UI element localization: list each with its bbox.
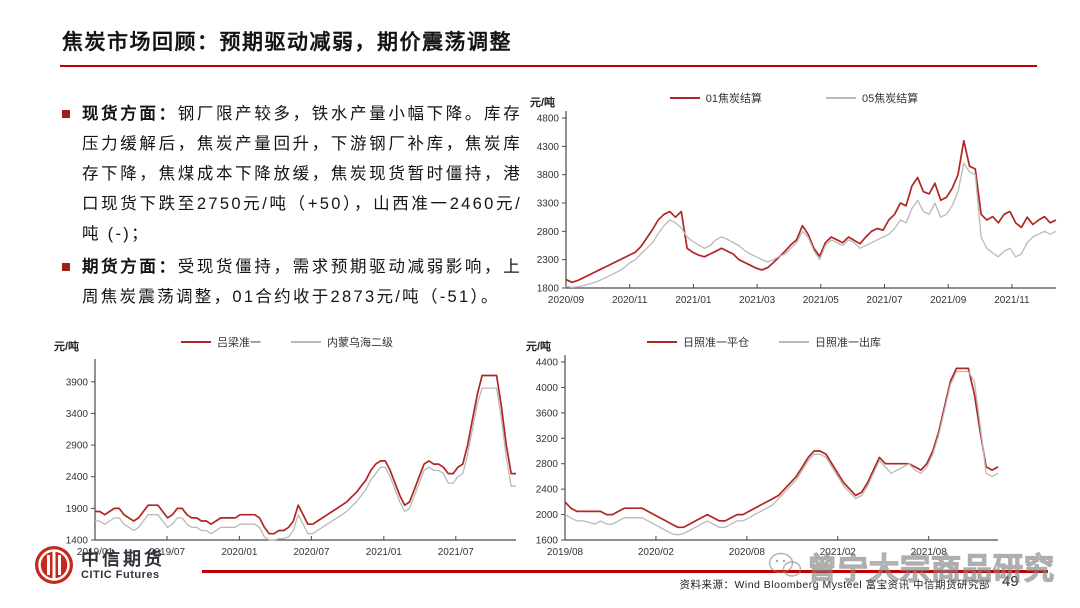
svg-text:2300: 2300 [537,255,560,266]
legend-item: 05焦炭结算 [826,90,918,106]
legend-label: 日照准一平仓 [683,337,749,349]
svg-text:2021/02: 2021/02 [820,547,857,558]
svg-text:3200: 3200 [536,434,559,445]
y-axis-unit-label: 元/吨 [526,341,552,353]
bullet-square-icon [62,110,70,118]
svg-text:3600: 3600 [536,408,559,419]
legend-line-red [647,341,677,343]
svg-text:2019/07: 2019/07 [149,547,186,558]
svg-text:2800: 2800 [536,459,559,470]
svg-text:2020/08: 2020/08 [729,547,766,558]
logo-text-en: CITIC Futures [81,569,160,581]
svg-text:1600: 1600 [536,536,559,547]
y-axis-unit-label: 元/吨 [54,341,80,353]
bullet-lead: 期货方面： [82,258,178,276]
svg-text:4400: 4400 [536,358,559,369]
legend-label: 05焦炭结算 [862,93,919,105]
svg-text:2021/07: 2021/07 [438,547,475,558]
svg-text:1800: 1800 [537,284,560,295]
svg-text:2021/01: 2021/01 [675,295,712,306]
svg-text:2021/01: 2021/01 [366,547,403,558]
data-source-note: 资料来源：Wind Bloomberg Mysteel 富宝资讯 中信期货研究部 [679,579,990,591]
svg-text:2021/08: 2021/08 [911,547,948,558]
page-number: 49 [1002,573,1019,590]
svg-text:2021/05: 2021/05 [803,295,840,306]
legend-label: 吕梁准一 [217,337,261,349]
page-title: 焦炭市场回顾：预期驱动减弱，期价震荡调整 [62,31,512,54]
svg-text:2000: 2000 [536,510,559,521]
svg-text:4800: 4800 [537,114,560,125]
svg-text:4300: 4300 [537,142,560,153]
chart-spot-rizhao: 4400 4000 3600 3200 2800 2400 2000 1600 2019/08 2… [520,330,1008,564]
svg-text:3400: 3400 [66,409,89,420]
bullet-square-icon [62,263,70,271]
svg-text:2400: 2400 [66,472,89,483]
bullet-text: 受现货僵持，需求预期驱动减弱影响，上周焦炭震荡调整，01合约收于2873元/吨（… [82,258,523,306]
svg-text:2021/07: 2021/07 [866,295,903,306]
logo-text-cn: 中信期货 [81,549,165,569]
footer-divider-line [202,570,1048,573]
logo-text: 中信期货 CITIC Futures [81,549,165,581]
svg-text:2021/03: 2021/03 [739,295,776,306]
title-underline [60,65,1037,67]
svg-text:2021/09: 2021/09 [930,295,967,306]
svg-text:2020/09: 2020/09 [548,295,585,306]
bullet-text: 钢厂限产较多，铁水产量小幅下降。库存压力缓解后，焦炭产量回升，下游钢厂补库，焦炭… [82,105,523,243]
svg-text:2400: 2400 [536,485,559,496]
citic-logo-icon [35,546,73,584]
svg-text:4000: 4000 [536,383,559,394]
chart-plot-area: 3900 3400 2900 2400 1900 1400 2019/01 2019/07 20… [48,330,526,564]
bullet-lead: 现货方面： [82,105,178,123]
legend-item: 内蒙乌海二级 [291,334,393,350]
legend-line-red [181,341,211,343]
legend-item: 01焦炭结算 [669,90,762,106]
svg-text:1400: 1400 [66,536,89,547]
chart-plot-area: 4800 4300 3800 3300 2800 2300 1800 2020/09 2020/… [524,86,1064,310]
svg-text:2020/11: 2020/11 [612,295,648,306]
citic-futures-logo: 中信期货 CITIC Futures [34,545,165,585]
chart-spot-luliang: 3900 3400 2900 2400 1900 1400 2019/01 2019/07 20… [48,330,526,564]
chart-coke-futures: 4800 4300 3800 3300 2800 2300 1800 2020/09 2020/… [524,86,1064,310]
chart-legend: 日照准一平仓 日照准一出库 [520,334,1008,350]
y-axis-unit-label: 元/吨 [530,97,556,109]
svg-text:2900: 2900 [66,441,89,452]
legend-line-gray [826,97,856,99]
svg-text:2019/08: 2019/08 [547,547,584,558]
chart-plot-area: 4400 4000 3600 3200 2800 2400 2000 1600 2019/08 2… [520,330,1008,564]
chart-legend: 吕梁准一 内蒙乌海二级 [48,334,526,350]
svg-text:2019/01: 2019/01 [77,547,114,558]
legend-line-red [669,97,700,99]
svg-text:2020/02: 2020/02 [638,547,675,558]
bullet-spot-market: 现货方面：钢厂限产较多，铁水产量小幅下降。库存压力缓解后，焦炭产量回升，下游钢厂… [62,99,522,249]
svg-text:1900: 1900 [66,504,89,515]
svg-text:2020/07: 2020/07 [293,547,330,558]
svg-text:2800: 2800 [537,227,560,238]
legend-label: 内蒙乌海二级 [327,337,393,349]
svg-text:3900: 3900 [66,377,89,388]
bullet-futures-market: 期货方面：受现货僵持，需求预期驱动减弱影响，上周焦炭震荡调整，01合约收于287… [62,252,522,312]
legend-label: 01焦炭结算 [705,93,762,105]
legend-line-gray [779,341,809,343]
legend-item: 日照准一平仓 [647,334,749,350]
legend-item: 吕梁准一 [181,334,261,350]
svg-text:2021/11: 2021/11 [994,295,1030,306]
summary-text-block: 现货方面：钢厂限产较多，铁水产量小幅下降。库存压力缓解后，焦炭产量回升，下游钢厂… [62,99,522,315]
legend-label: 日照准一出库 [815,337,881,349]
svg-text:3800: 3800 [537,170,560,181]
legend-item: 日照准一出库 [779,334,881,350]
svg-text:2020/01: 2020/01 [221,547,258,558]
legend-line-gray [291,341,321,343]
chart-legend: 01焦炭结算 05焦炭结算 [524,90,1064,106]
svg-text:3300: 3300 [537,199,560,210]
